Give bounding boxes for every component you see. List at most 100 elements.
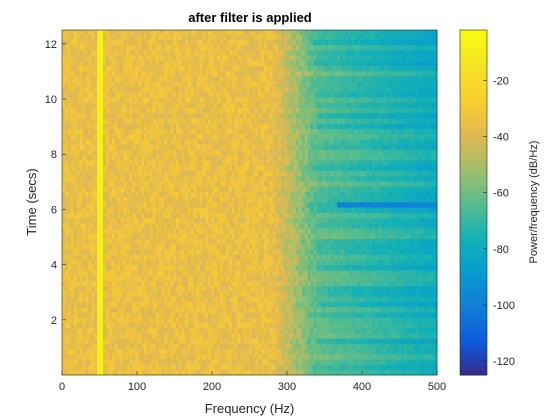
spectrogram-cell [366,207,370,213]
spectrogram-cell [100,306,104,313]
spectrogram-cell [67,186,72,192]
spectrogram-cell [126,233,130,240]
spectrogram-cell [328,270,332,276]
spectrogram-cell [263,364,268,371]
spectrogram-cell [82,348,86,355]
spectrogram-cell [360,264,364,271]
spectrogram-cell [424,175,429,182]
spectrogram-cell [117,212,121,219]
spectrogram-cell [205,343,209,350]
spectrogram-cell [100,196,104,203]
spectrogram-cell [205,348,209,355]
spectrogram-cell [357,254,361,261]
spectrogram-cell [91,317,95,323]
spectrogram-cell [146,280,151,287]
spectrogram-cell [269,280,273,287]
spectrogram-cell [228,285,233,292]
spectrogram-cell [214,301,218,308]
spectrogram-cell [155,196,159,203]
spectrogram-cell [354,348,358,355]
spectrogram-cell [120,186,124,192]
spectrogram-cell [401,264,405,271]
spectrogram-cell [222,238,227,245]
spectrogram-cell [331,354,335,360]
spectrogram-cell [418,207,423,213]
spectrogram-cell [102,285,107,292]
spectrogram-cell [85,191,89,198]
spectrogram-cell [430,180,434,187]
spectrogram-cell [278,364,282,371]
spectrogram-cell [73,228,78,234]
spectrogram-cell [208,359,212,365]
spectrogram-cell [427,275,431,281]
spectrogram-cell [345,364,350,371]
spectrogram-cell [140,222,145,229]
spectrogram-cell [369,354,373,360]
spectrogram-cell [187,222,192,229]
spectrogram-cell [155,264,159,271]
spectrogram-cell [293,212,297,219]
spectrogram-cell [398,301,402,308]
spectrogram-cell [108,191,113,198]
spectrogram-cell [237,201,241,208]
spectrogram-cell [348,291,352,297]
spectrogram-cell [211,170,215,177]
spectrogram-cell [243,217,247,224]
spectrogram-cell [342,228,347,234]
spectrogram-cell [334,317,338,323]
spectrogram-cell [313,243,317,250]
spectrogram-cell [170,259,174,266]
spectrogram-cell [176,270,180,276]
spectrogram-cell [298,201,303,208]
spectrogram-cell [301,180,306,187]
spectrogram-cell [85,212,89,219]
spectrogram-cell [386,333,390,339]
spectrogram-cell [351,254,355,261]
spectrogram-cell [173,212,177,219]
spectrogram-cell [97,217,101,224]
spectrogram-cell [143,348,148,355]
spectrogram-cell [255,285,259,292]
spectrogram-cell [331,359,335,365]
spectrogram-cell [243,180,247,187]
spectrogram-cell [155,207,159,213]
spectrogram-cell [290,191,294,198]
spectrogram-cell [249,264,253,271]
spectrogram-cell [331,322,335,329]
spectrogram-cell [331,175,335,182]
spectrogram-cell [386,270,390,276]
spectrogram-cell [234,301,238,308]
spectrogram-cell [240,333,244,339]
spectrogram-cell [301,212,306,219]
spectrogram-cell [240,343,244,350]
spectrogram-cell [102,312,107,318]
spectrogram-cell [135,254,139,261]
spectrogram-cell [290,238,294,245]
spectrogram-cell [82,196,86,203]
spectrogram-cell [120,296,124,302]
spectrogram-cell [129,270,133,276]
spectrogram-cell [249,238,253,245]
spectrogram-cell [252,327,256,334]
spectrogram-cell [187,317,192,323]
spectrogram-cell [316,338,320,344]
spectrogram-cell [415,312,420,318]
spectrogram-cell [196,312,200,318]
spectrogram-cell [193,296,197,302]
spectrogram-cell [205,306,209,313]
spectrogram-cell [237,175,241,182]
spectrogram-cell [372,333,376,339]
spectrogram-cell [372,180,376,187]
spectrogram-cell [138,222,142,229]
spectrogram-cell [102,233,107,240]
spectrogram-cell [377,285,382,292]
spectrogram-cell [331,333,335,339]
spectrogram-cell [111,270,116,276]
spectrogram-cell [214,312,218,318]
spectrogram-cell [176,249,180,255]
spectrogram-cell [243,201,247,208]
spectrogram-cell [360,348,364,355]
spectrogram-cell [211,233,215,240]
spectrogram-cell [111,369,116,376]
spectrogram-cell [217,322,221,329]
